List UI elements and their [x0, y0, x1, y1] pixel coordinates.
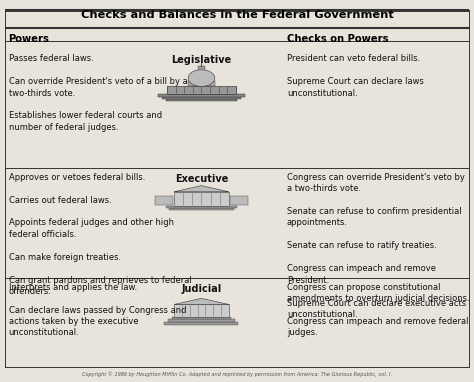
Polygon shape [174, 298, 229, 304]
Text: President can veto federal bills.

Supreme Court can declare laws
unconstitution: President can veto federal bills. Suprem… [287, 54, 424, 97]
Bar [164, 322, 238, 325]
Ellipse shape [188, 70, 215, 86]
Text: Executive: Executive [175, 174, 228, 184]
Text: Passes federal laws.

Can override President's veto of a bill by a
two-thirds vo: Passes federal laws. Can override Presid… [9, 54, 187, 132]
Bar [174, 192, 229, 206]
Bar [166, 206, 237, 208]
Text: Powers: Powers [9, 34, 49, 44]
Text: Copyright © 1986 by Houghton Mifflin Co. Adapted and reprinted by permission fro: Copyright © 1986 by Houghton Mifflin Co.… [82, 371, 392, 377]
Bar [174, 304, 229, 317]
Bar [155, 196, 173, 205]
Bar [172, 317, 231, 319]
Text: Judicial: Judicial [182, 284, 221, 294]
Text: Approves or vetoes federal bills.

Carries out federal laws.

Appoints federal j: Approves or vetoes federal bills. Carrie… [9, 173, 191, 296]
Bar [158, 94, 245, 97]
Bar [188, 81, 215, 86]
Polygon shape [174, 186, 229, 192]
Bar [167, 86, 236, 94]
Bar [169, 208, 234, 210]
Text: Interprets and applies the law.

Can declare laws passed by Congress and
actions: Interprets and applies the law. Can decl… [9, 283, 186, 337]
Bar [166, 99, 237, 101]
Bar [162, 97, 241, 99]
Text: Legislative: Legislative [171, 55, 232, 65]
Bar [230, 196, 248, 205]
Bar [198, 66, 205, 70]
Bar [168, 319, 235, 322]
Text: Checks on Powers: Checks on Powers [287, 34, 388, 44]
Text: Checks and Balances in the Federal Government: Checks and Balances in the Federal Gover… [81, 10, 393, 20]
Text: Congress can override President's veto by
a two-thirds vote.

Senate can refuse : Congress can override President's veto b… [287, 173, 466, 319]
Text: Congress can propose constitutional
amendments to overturn judicial decisions.

: Congress can propose constitutional amen… [287, 283, 469, 337]
